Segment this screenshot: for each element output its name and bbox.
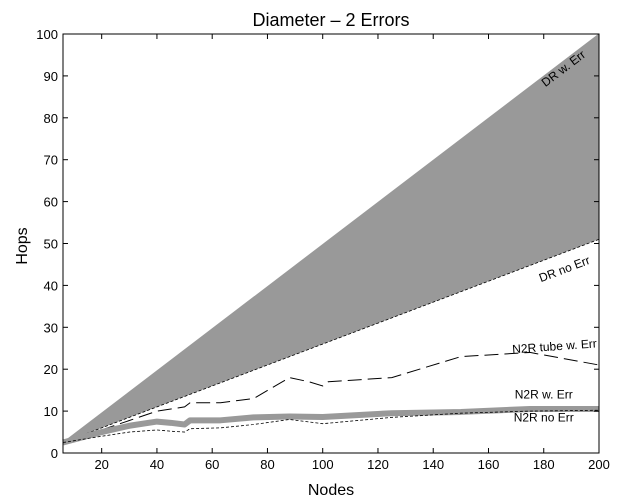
annotation-n2r-w-err: N2R w. Err (515, 388, 573, 402)
annotation-n2r-tube-w-err: N2R tube w. Err (512, 336, 597, 356)
series-n2r-tube-w-err-line (62, 351, 600, 444)
y-tick-label-70: 70 (44, 153, 58, 168)
x-tick-label-40: 40 (150, 457, 164, 472)
y-tick-label-0: 0 (51, 446, 58, 461)
y-axis-label: Hops (14, 227, 31, 264)
y-tick-label-100: 100 (36, 27, 58, 42)
x-tick-label-200: 200 (588, 457, 610, 472)
x-tick-label-180: 180 (533, 457, 555, 472)
series-n2r-w-err-line (62, 406, 599, 446)
y-tick-label-80: 80 (44, 111, 58, 126)
axes: 20 40 60 80 100 120 140 160 180 200 0 10 20 30 40 50 60 7… (36, 27, 610, 472)
series-dr-no-err-line (62, 238, 600, 443)
x-tick-label-120: 120 (367, 457, 389, 472)
y-tick-label-40: 40 (44, 278, 58, 293)
plot-area (62, 33, 600, 446)
y-tick-label-90: 90 (44, 69, 58, 84)
annotation-n2r-no-err: N2R no Err (514, 411, 574, 425)
x-tick-label-140: 140 (422, 457, 444, 472)
y-tick-label-20: 20 (44, 362, 58, 377)
y-tick-label-10: 10 (44, 404, 58, 419)
x-tick-label-160: 160 (478, 457, 500, 472)
x-axis-label: Nodes (308, 482, 354, 499)
x-tick-label-20: 20 (94, 457, 108, 472)
series-n2r-no-err-line (62, 409, 600, 443)
x-tick-label-80: 80 (260, 457, 274, 472)
y-tick-label-50: 50 (44, 237, 58, 252)
chart-title: Diameter – 2 Errors (252, 10, 409, 30)
series-dr-w-err-line (62, 33, 600, 443)
x-tick-label-100: 100 (312, 457, 334, 472)
x-tick-label-60: 60 (205, 457, 219, 472)
y-tick-label-30: 30 (44, 320, 58, 335)
y-tick-label-60: 60 (44, 195, 58, 210)
